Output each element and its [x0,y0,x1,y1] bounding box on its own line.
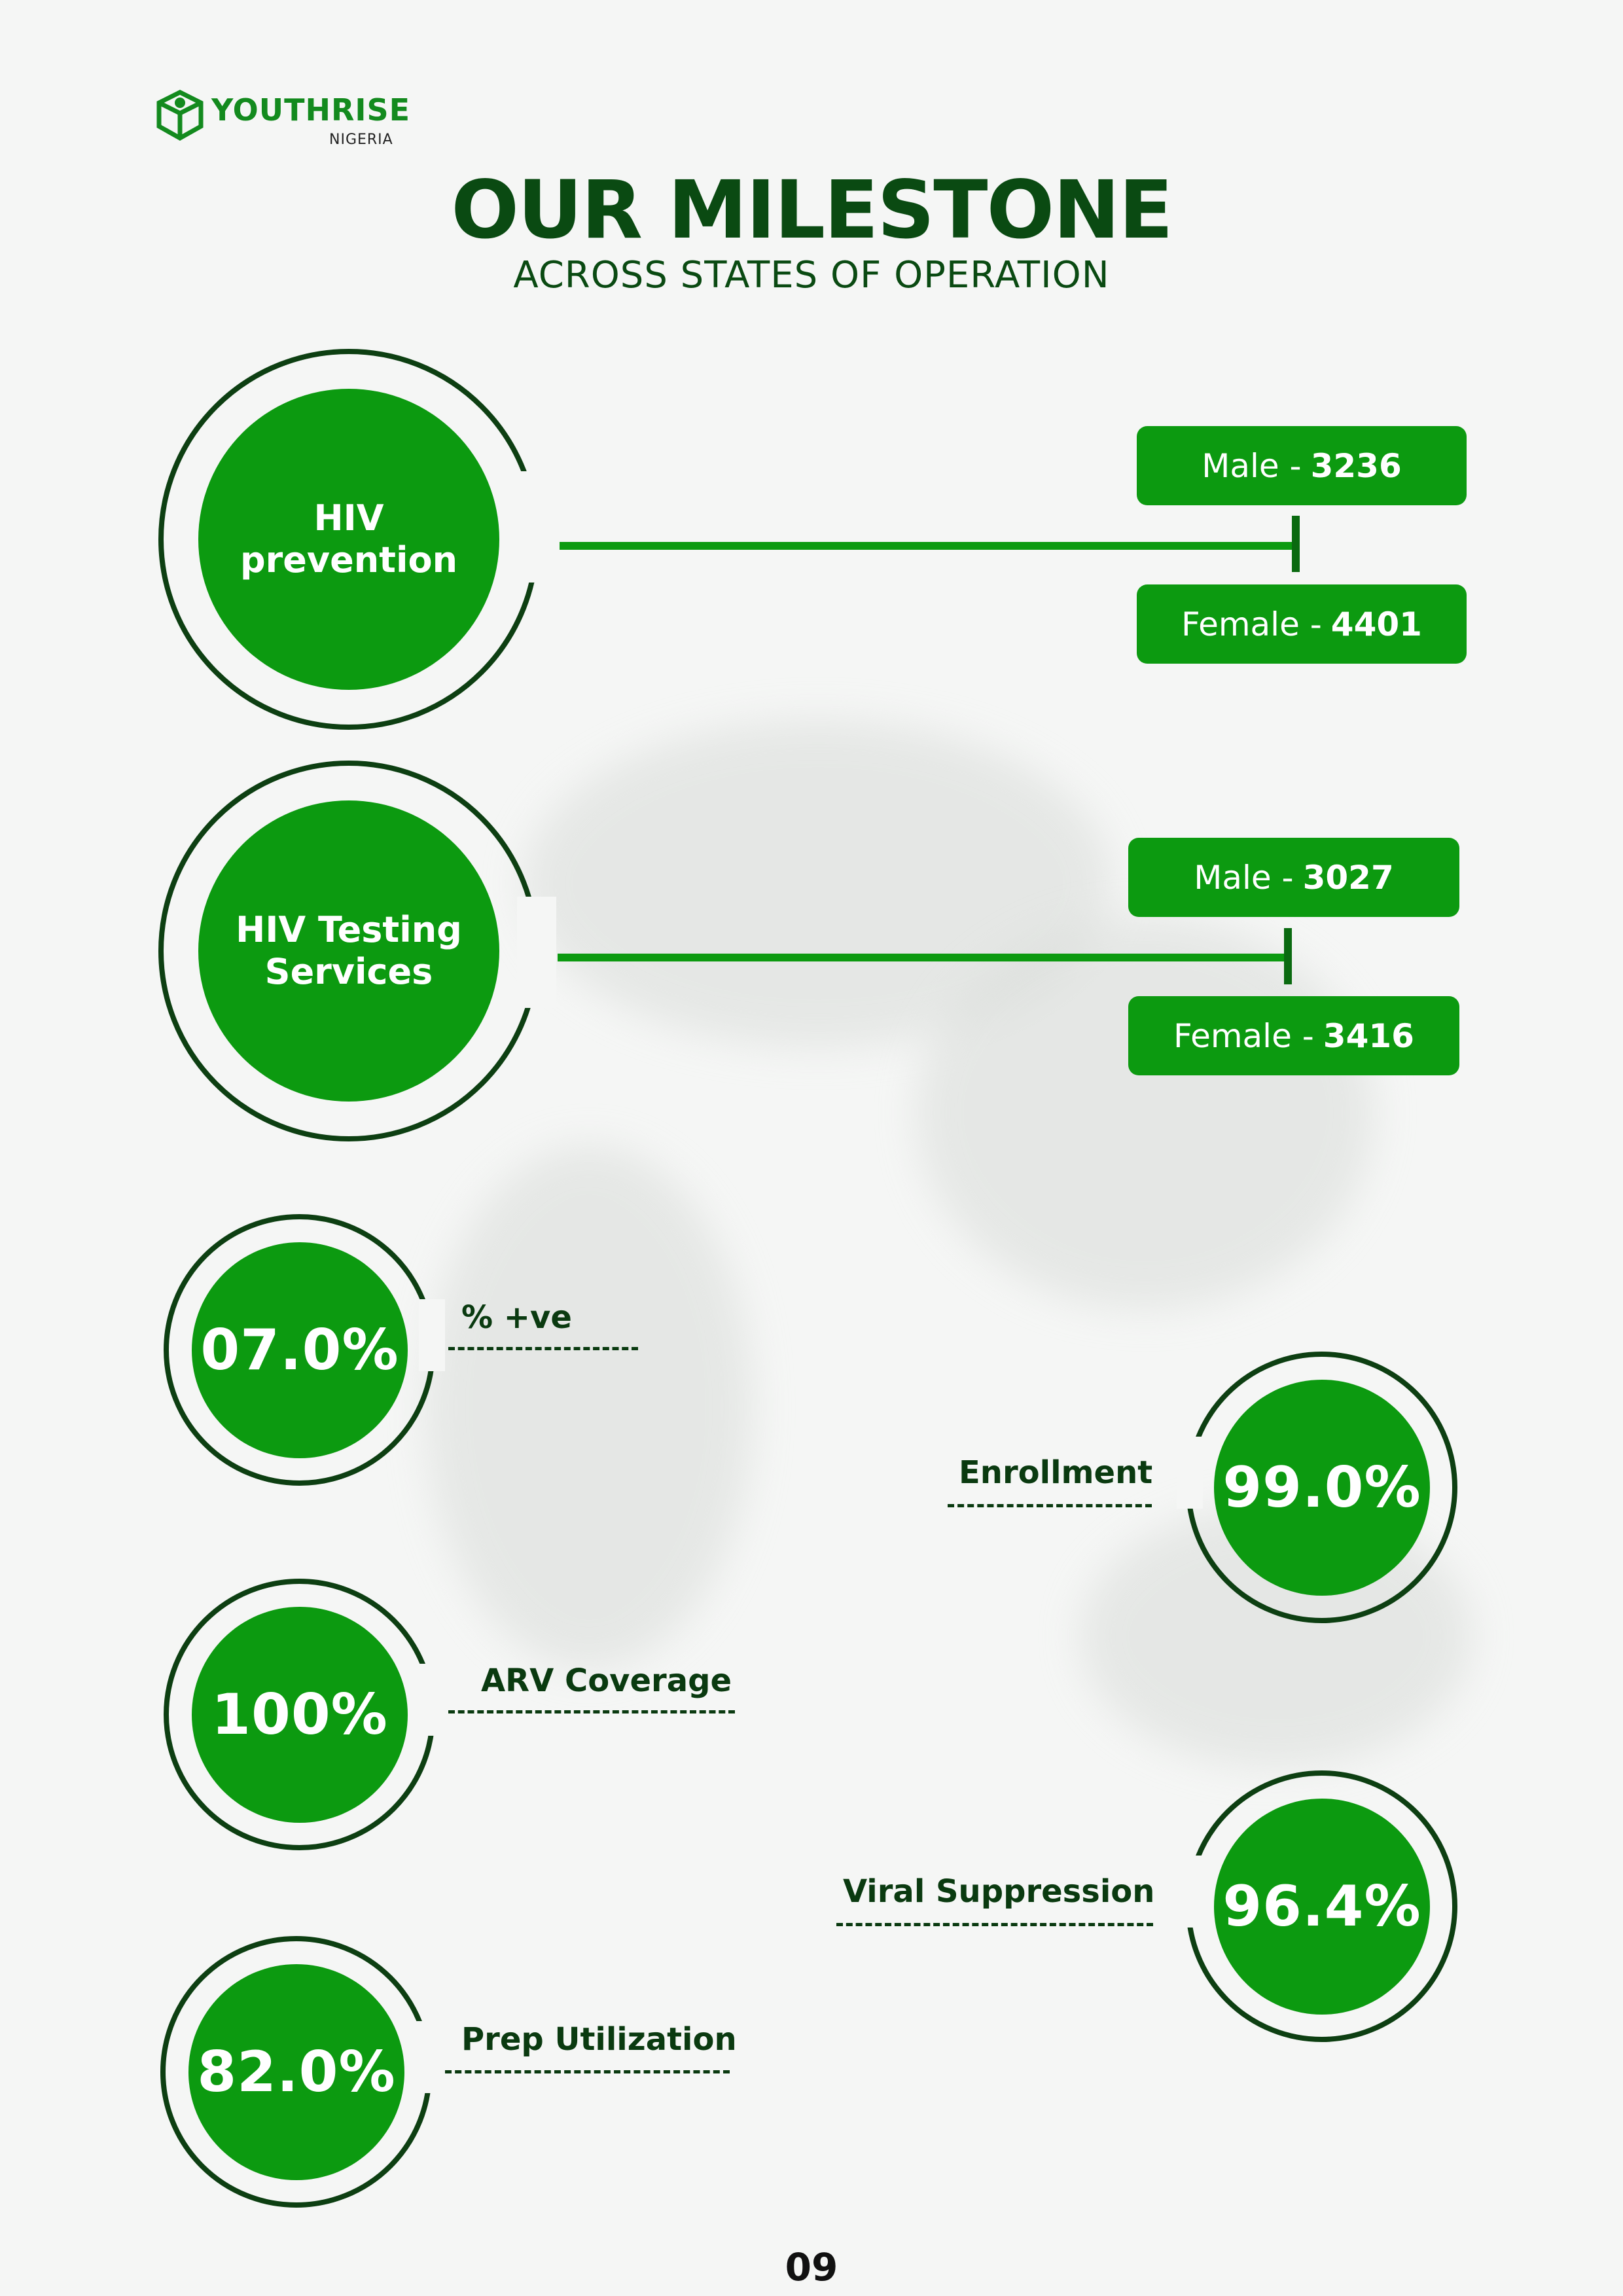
background-map-shape [916,916,1374,1309]
male-label: Male - [1202,446,1302,485]
male-label: Male - [1194,858,1294,897]
stat-label: % +ve [461,1299,572,1336]
stat-circle: 99.0% [1214,1380,1430,1596]
cube-logo-icon [156,90,204,141]
female-value: 3416 [1323,1016,1414,1055]
ring-gap [1177,1856,1203,1928]
female-label: Female - [1181,605,1322,643]
connector-line [560,542,1299,550]
label-underline [448,1710,735,1713]
label-underline [948,1504,1152,1507]
connector-line [558,954,1291,961]
female-value: 4401 [1330,605,1422,643]
female-count-pill: Female -4401 [1137,584,1467,664]
female-count-pill: Female -3416 [1128,996,1459,1075]
page-title: OUR MILESTONE [451,164,1173,257]
label-underline [448,1347,638,1350]
ring-gap [517,897,556,1008]
background-map-shape [425,1145,753,1669]
stat-circle: 96.4% [1214,1799,1430,2015]
service-circle: HIV Testing Services [198,800,499,1102]
label-underline [836,1923,1153,1926]
stat-circle: 82.0% [188,1964,404,2180]
stat-circle: 100% [192,1607,408,1823]
stat-circle: 07.0% [192,1242,408,1458]
ring-gap [416,2021,442,2093]
ring-gap [517,471,556,583]
male-value: 3236 [1310,446,1402,485]
service-circle: HIV prevention [198,389,499,690]
page-number: 09 [785,2245,838,2289]
ring-gap [1177,1437,1203,1509]
brand-logo: YOUTHRISE NIGERIA [154,88,416,151]
male-count-pill: Male -3027 [1128,838,1459,917]
label-underline [445,2070,730,2073]
connector-tick [1284,928,1292,984]
stat-label: ARV Coverage [481,1662,732,1699]
brand-subname: NIGERIA [329,132,393,148]
male-value: 3027 [1302,858,1394,897]
connector-tick [1292,516,1300,572]
stat-label: Prep Utilization [461,2021,737,2058]
ring-gap [419,1664,445,1736]
stat-label: Viral Suppression [843,1873,1155,1910]
female-label: Female - [1173,1016,1314,1055]
male-count-pill: Male -3236 [1137,426,1467,505]
page-subtitle: ACROSS STATES OF OPERATION [513,254,1110,296]
brand-name: YOUTHRISE [211,92,411,128]
stat-label: Enrollment [959,1454,1153,1491]
ring-gap [419,1299,445,1371]
